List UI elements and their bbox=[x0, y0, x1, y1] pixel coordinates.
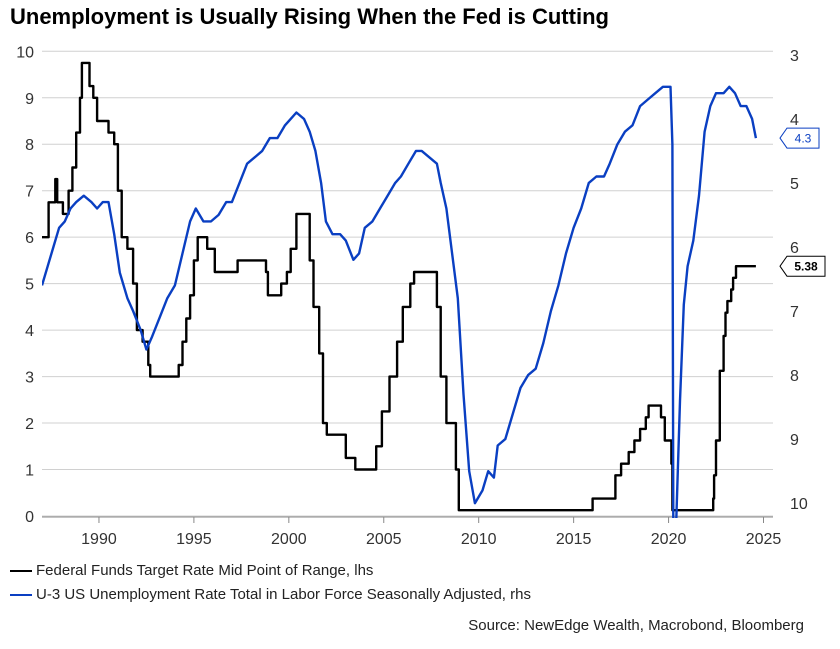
left-tick-label: 2 bbox=[25, 416, 34, 433]
right-axis-ticks: 3 4 5 6 7 8 9 10 bbox=[790, 48, 808, 513]
chart-title: Unemployment is Usually Rising When the … bbox=[10, 4, 609, 29]
left-tick-label: 3 bbox=[25, 370, 34, 387]
source-note: Source: NewEdge Wealth, Macrobond, Bloom… bbox=[468, 617, 804, 634]
x-tick-label: 1995 bbox=[176, 531, 212, 548]
left-tick-label: 10 bbox=[16, 44, 34, 61]
callout-label-1: 5.38 bbox=[794, 260, 818, 274]
chart-canvas: 0 1 2 3 4 5 6 7 8 9 10 3 4 5 6 7 8 9 10 1990 1995 2000 2005 2… bbox=[16, 44, 826, 548]
x-tick-label: 2010 bbox=[461, 531, 497, 548]
right-tick-label: 7 bbox=[790, 304, 799, 321]
callout-box-1 bbox=[779, 255, 826, 277]
legend-swatch-blue bbox=[10, 594, 32, 597]
right-tick-label: 3 bbox=[790, 48, 799, 65]
x-tick-label: 1990 bbox=[81, 531, 117, 548]
left-tick-label: 5 bbox=[25, 277, 34, 294]
legend-item-unemployment: U-3 US Unemployment Rate Total in Labor … bbox=[10, 586, 531, 603]
series-line-2 bbox=[42, 85, 758, 518]
x-tick-label: 2005 bbox=[366, 531, 402, 548]
left-tick-label: 1 bbox=[25, 463, 34, 480]
legend-item-fed-funds: Federal Funds Target Rate Mid Point of R… bbox=[10, 562, 373, 579]
left-tick-label: 0 bbox=[25, 509, 34, 526]
x-tick-label: 2025 bbox=[746, 531, 782, 548]
legend-swatch-black bbox=[10, 570, 32, 573]
left-tick-label: 9 bbox=[25, 91, 34, 108]
left-tick-label: 7 bbox=[25, 184, 34, 201]
right-tick-label: 9 bbox=[790, 432, 799, 449]
right-tick-label: 5 bbox=[790, 176, 799, 193]
left-axis-ticks: 0 1 2 3 4 5 6 7 8 9 10 bbox=[16, 44, 34, 526]
left-tick-label: 8 bbox=[25, 137, 34, 154]
legend-label-fed-funds: Federal Funds Target Rate Mid Point of R… bbox=[36, 562, 374, 579]
left-tick-label: 6 bbox=[25, 230, 34, 247]
callout-label-2: 4.3 bbox=[795, 132, 812, 146]
right-tick-label: 4 bbox=[790, 112, 799, 129]
right-tick-label: 10 bbox=[790, 496, 808, 513]
left-tick-label: 4 bbox=[25, 323, 34, 340]
series-layer bbox=[42, 61, 758, 518]
value-callouts: 5.38 4.3 bbox=[779, 127, 826, 277]
x-tick-label: 2015 bbox=[556, 531, 592, 548]
series-line-1 bbox=[42, 61, 756, 512]
right-tick-label: 8 bbox=[790, 368, 799, 385]
x-tick-label: 2000 bbox=[271, 531, 307, 548]
legend-label-unemployment: U-3 US Unemployment Rate Total in Labor … bbox=[36, 586, 531, 603]
x-tick-label: 2020 bbox=[651, 531, 687, 548]
callout-box-2 bbox=[779, 127, 820, 149]
x-axis-ticks: 1990 1995 2000 2005 2010 2015 2020 2025 bbox=[42, 516, 782, 548]
gridlines bbox=[42, 50, 773, 517]
right-tick-label: 6 bbox=[790, 240, 799, 257]
